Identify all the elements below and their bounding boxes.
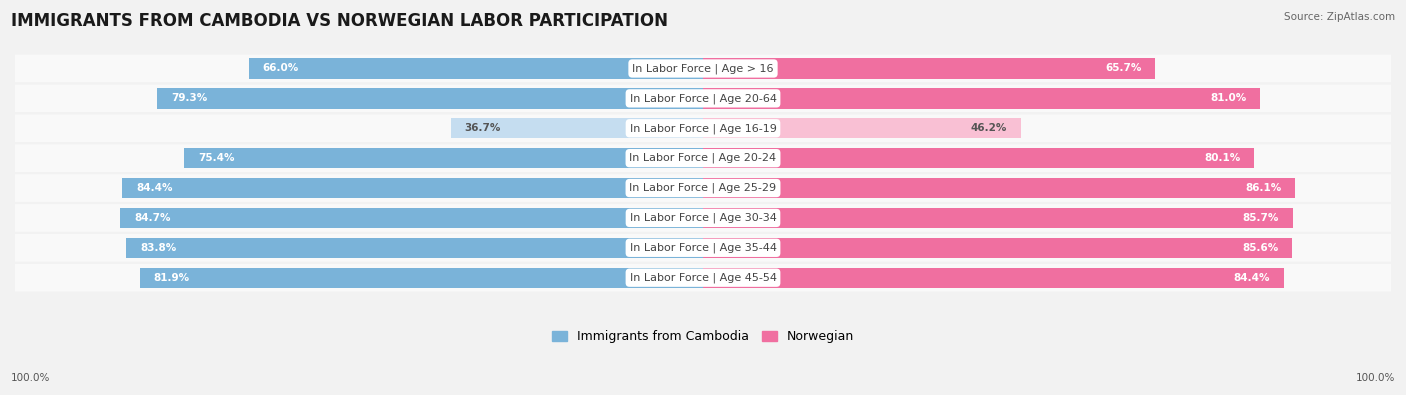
- Text: 85.7%: 85.7%: [1243, 213, 1279, 223]
- Bar: [703, 88, 1260, 109]
- Text: 100.0%: 100.0%: [1355, 373, 1395, 383]
- Text: 79.3%: 79.3%: [172, 93, 208, 103]
- Bar: [121, 208, 703, 228]
- FancyBboxPatch shape: [8, 145, 1398, 172]
- Text: In Labor Force | Age 30-34: In Labor Force | Age 30-34: [630, 213, 776, 223]
- Bar: [703, 58, 1154, 79]
- Text: 46.2%: 46.2%: [970, 123, 1007, 133]
- Text: 65.7%: 65.7%: [1105, 64, 1142, 73]
- Bar: [703, 208, 1292, 228]
- FancyBboxPatch shape: [8, 85, 1398, 112]
- Text: In Labor Force | Age 20-24: In Labor Force | Age 20-24: [630, 153, 776, 164]
- Text: In Labor Force | Age > 16: In Labor Force | Age > 16: [633, 63, 773, 74]
- FancyBboxPatch shape: [8, 174, 1398, 202]
- FancyBboxPatch shape: [8, 204, 1398, 232]
- Bar: [450, 118, 703, 138]
- Text: Source: ZipAtlas.com: Source: ZipAtlas.com: [1284, 12, 1395, 22]
- Bar: [703, 267, 1284, 288]
- Bar: [139, 267, 703, 288]
- Text: 81.9%: 81.9%: [153, 273, 190, 283]
- Text: 80.1%: 80.1%: [1204, 153, 1240, 163]
- Bar: [703, 148, 1254, 168]
- Bar: [703, 118, 1021, 138]
- Bar: [122, 178, 703, 198]
- Bar: [249, 58, 703, 79]
- FancyBboxPatch shape: [8, 234, 1398, 261]
- Bar: [157, 88, 703, 109]
- Text: 84.4%: 84.4%: [1233, 273, 1270, 283]
- FancyBboxPatch shape: [8, 115, 1398, 142]
- Text: In Labor Force | Age 45-54: In Labor Force | Age 45-54: [630, 273, 776, 283]
- Text: 85.6%: 85.6%: [1241, 243, 1278, 253]
- Text: IMMIGRANTS FROM CAMBODIA VS NORWEGIAN LABOR PARTICIPATION: IMMIGRANTS FROM CAMBODIA VS NORWEGIAN LA…: [11, 12, 668, 30]
- FancyBboxPatch shape: [8, 55, 1398, 82]
- Text: 66.0%: 66.0%: [263, 64, 299, 73]
- Bar: [127, 238, 703, 258]
- Text: 84.7%: 84.7%: [134, 213, 170, 223]
- Text: 36.7%: 36.7%: [464, 123, 501, 133]
- Legend: Immigrants from Cambodia, Norwegian: Immigrants from Cambodia, Norwegian: [553, 330, 853, 343]
- Text: 86.1%: 86.1%: [1246, 183, 1282, 193]
- Text: In Labor Force | Age 25-29: In Labor Force | Age 25-29: [630, 183, 776, 193]
- Bar: [703, 178, 1295, 198]
- Text: In Labor Force | Age 35-44: In Labor Force | Age 35-44: [630, 243, 776, 253]
- Text: In Labor Force | Age 16-19: In Labor Force | Age 16-19: [630, 123, 776, 134]
- Text: 75.4%: 75.4%: [198, 153, 235, 163]
- FancyBboxPatch shape: [8, 264, 1398, 292]
- Text: 84.4%: 84.4%: [136, 183, 173, 193]
- Bar: [184, 148, 703, 168]
- Bar: [703, 238, 1292, 258]
- Text: 81.0%: 81.0%: [1211, 93, 1247, 103]
- Text: 100.0%: 100.0%: [11, 373, 51, 383]
- Text: In Labor Force | Age 20-64: In Labor Force | Age 20-64: [630, 93, 776, 103]
- Text: 83.8%: 83.8%: [141, 243, 177, 253]
